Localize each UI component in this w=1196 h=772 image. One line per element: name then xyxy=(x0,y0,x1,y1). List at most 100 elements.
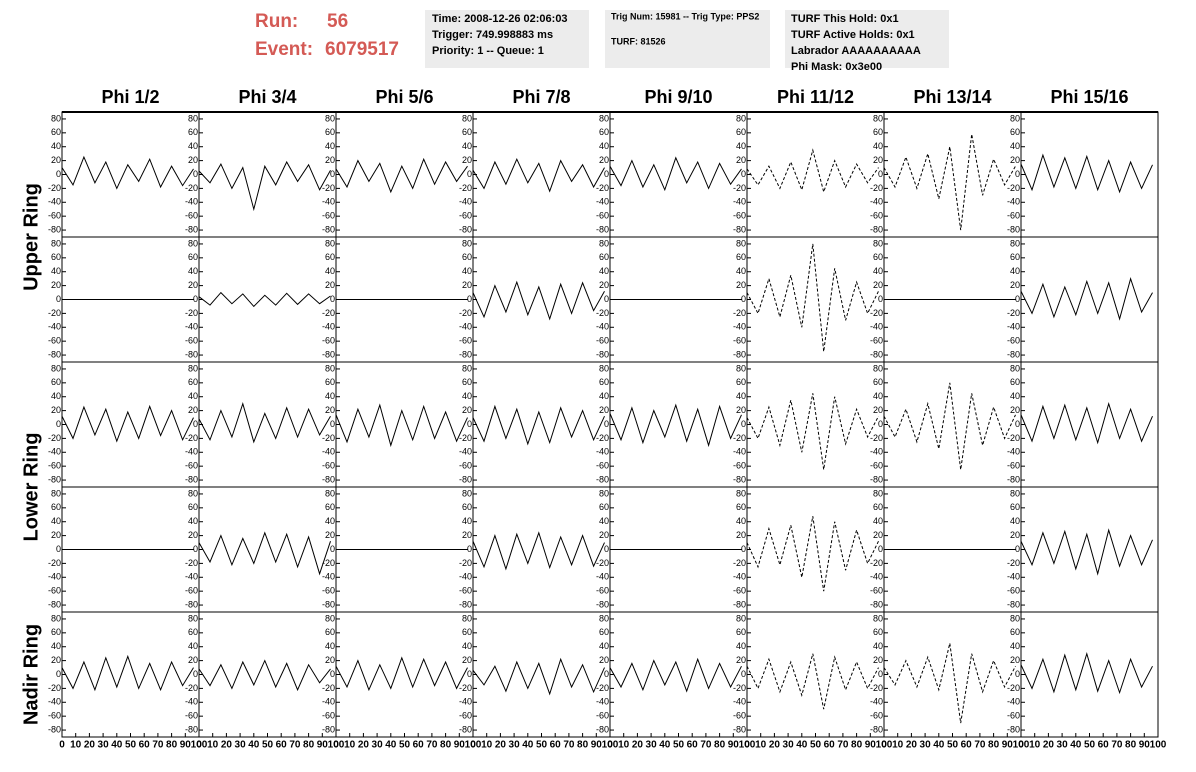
waveform xyxy=(335,656,468,692)
y-tick-label: 40 xyxy=(1010,266,1020,276)
x-tick-label: 80 xyxy=(440,740,452,751)
x-tick-label: 60 xyxy=(413,740,425,751)
y-tick-label: -20 xyxy=(733,683,746,693)
y-tick-label: -20 xyxy=(48,683,61,693)
x-tick-label: 80 xyxy=(577,740,589,751)
y-tick-label: -60 xyxy=(322,336,335,346)
y-tick-label: -40 xyxy=(870,322,883,332)
y-tick-label: 80 xyxy=(462,238,472,248)
panel-frame xyxy=(61,111,200,238)
y-tick-label: -60 xyxy=(870,461,883,471)
y-tick-label: -20 xyxy=(459,433,472,443)
panel-frame xyxy=(609,361,748,488)
y-tick-label: 60 xyxy=(462,502,472,512)
x-tick-label: 60 xyxy=(824,740,836,751)
y-tick-label: 40 xyxy=(599,391,609,401)
y-tick-label: 60 xyxy=(462,627,472,637)
y-tick-label: 60 xyxy=(325,252,335,262)
y-tick-label: 40 xyxy=(51,641,61,651)
y-tick-label: -40 xyxy=(459,697,472,707)
y-tick-label: 80 xyxy=(51,488,61,498)
y-tick-label: 40 xyxy=(51,266,61,276)
y-tick-label: -40 xyxy=(733,322,746,332)
y-tick-label: 20 xyxy=(462,155,472,165)
y-tick-label: 80 xyxy=(873,363,883,373)
y-tick-label: -60 xyxy=(596,211,609,221)
x-tick-label: 20 xyxy=(358,740,370,751)
waveform xyxy=(472,404,605,446)
y-tick-label: 80 xyxy=(599,113,609,123)
waveform xyxy=(472,157,605,193)
x-tick-label: 80 xyxy=(714,740,726,751)
y-tick-label: 80 xyxy=(51,238,61,248)
y-tick-label: -40 xyxy=(322,447,335,457)
y-tick-label: 40 xyxy=(736,516,746,526)
y-tick-label: -60 xyxy=(185,711,198,721)
y-tick-label: -80 xyxy=(48,224,61,234)
y-tick-label: 80 xyxy=(188,238,198,248)
y-tick-label: -80 xyxy=(596,724,609,734)
y-tick-label: -40 xyxy=(1007,197,1020,207)
y-tick-label: -80 xyxy=(1007,224,1020,234)
y-tick-label: 0 xyxy=(467,544,472,554)
y-tick-label: -20 xyxy=(870,433,883,443)
info-text: TURF Active Holds: 0x1 xyxy=(791,29,915,41)
y-tick-label: 80 xyxy=(325,488,335,498)
y-tick-label: 0 xyxy=(56,544,61,554)
y-tick-label: -20 xyxy=(48,308,61,318)
y-tick-label: 80 xyxy=(188,113,198,123)
y-tick-label: 60 xyxy=(325,127,335,137)
y-tick-label: 40 xyxy=(1010,141,1020,151)
y-tick-label: -60 xyxy=(870,711,883,721)
y-tick-label: 20 xyxy=(462,530,472,540)
x-tick-label: 20 xyxy=(221,740,233,751)
y-tick-label: 80 xyxy=(599,238,609,248)
x-tick-label: 70 xyxy=(152,740,164,751)
y-tick-label: -20 xyxy=(733,308,746,318)
x-tick-label: 50 xyxy=(125,740,137,751)
y-tick-label: 20 xyxy=(736,655,746,665)
y-tick-label: 60 xyxy=(462,127,472,137)
y-tick-label: 40 xyxy=(873,391,883,401)
panel-frame xyxy=(609,111,748,238)
x-tick-label: 20 xyxy=(769,740,781,751)
y-tick-label: -80 xyxy=(459,724,472,734)
y-tick-label: 60 xyxy=(736,377,746,387)
y-tick-label: 80 xyxy=(51,113,61,123)
y-tick-label: -40 xyxy=(1007,572,1020,582)
y-tick-label: -80 xyxy=(48,599,61,609)
y-tick-label: 0 xyxy=(330,419,335,429)
y-tick-label: -20 xyxy=(459,308,472,318)
x-tick-label: 30 xyxy=(920,740,932,751)
y-tick-label: 20 xyxy=(462,405,472,415)
x-tick-label: 0 xyxy=(333,740,339,751)
y-tick-label: 0 xyxy=(741,419,746,429)
y-tick-label: -80 xyxy=(322,349,335,359)
y-tick-label: 80 xyxy=(599,488,609,498)
y-tick-label: 40 xyxy=(873,516,883,526)
x-tick-label: 90 xyxy=(865,740,877,751)
turf-box xyxy=(785,10,949,68)
waveform xyxy=(883,382,1016,470)
y-tick-label: -60 xyxy=(322,461,335,471)
y-tick-label: 20 xyxy=(736,280,746,290)
y-tick-label: 0 xyxy=(193,419,198,429)
y-tick-label: 20 xyxy=(599,280,609,290)
y-tick-label: -40 xyxy=(322,322,335,332)
x-tick-label: 50 xyxy=(536,740,548,751)
y-tick-label: -40 xyxy=(870,697,883,707)
y-tick-label: 80 xyxy=(599,613,609,623)
waveform xyxy=(883,643,1016,724)
y-tick-label: -60 xyxy=(185,461,198,471)
y-tick-label: -20 xyxy=(322,183,335,193)
x-tick-label: 90 xyxy=(454,740,466,751)
y-tick-label: 20 xyxy=(873,155,883,165)
panel-frame xyxy=(883,611,1022,738)
y-tick-label: 0 xyxy=(741,669,746,679)
y-tick-label: 60 xyxy=(188,127,198,137)
y-tick-label: -80 xyxy=(459,224,472,234)
y-tick-label: -40 xyxy=(596,322,609,332)
y-tick-label: -40 xyxy=(733,447,746,457)
y-tick-label: 20 xyxy=(599,530,609,540)
panel-frame xyxy=(198,111,337,238)
